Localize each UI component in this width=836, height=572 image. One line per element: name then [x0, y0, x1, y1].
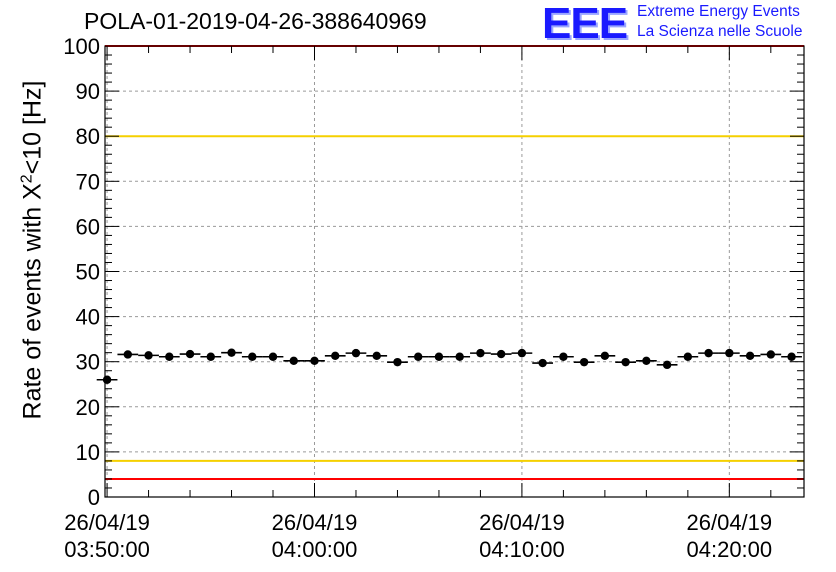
- data-point: [683, 352, 693, 361]
- data-point: [414, 352, 423, 361]
- data-point: [144, 351, 153, 360]
- data-point: [123, 350, 133, 359]
- data-point: [289, 356, 298, 365]
- x-tick-label-date: 26/04/19: [272, 510, 358, 535]
- data-point: [476, 348, 485, 358]
- y-tick-label: 60: [76, 214, 100, 239]
- data-point: [393, 357, 402, 367]
- data-point: [185, 349, 195, 359]
- data-point: [745, 351, 755, 361]
- data-point: [642, 356, 651, 365]
- y-tick-label: 80: [76, 124, 100, 149]
- y-tick-label: 40: [76, 305, 100, 330]
- logo-line-2: La Scienza nelle Scuole: [637, 23, 803, 40]
- data-point: [268, 352, 278, 361]
- data-point: [517, 348, 527, 358]
- y-tick-label: 90: [76, 79, 100, 104]
- logo-text: Extreme Energy Events La Scienza nelle S…: [637, 2, 802, 42]
- data-point: [662, 360, 672, 370]
- y-tick-label: 0: [88, 485, 100, 510]
- data-point: [351, 348, 361, 358]
- y-tick-label: 30: [76, 350, 100, 375]
- data-point: [538, 358, 547, 368]
- data-point: [559, 352, 568, 361]
- y-tick-label: 100: [63, 34, 100, 59]
- x-tick-label-date: 26/04/19: [479, 510, 565, 535]
- eee-logo: EEE: [542, 0, 628, 48]
- data-point: [725, 348, 734, 358]
- data-point: [227, 348, 236, 357]
- data-point: [787, 352, 796, 361]
- data-point: [621, 357, 630, 367]
- data-point: [310, 356, 319, 365]
- data-point: [331, 351, 340, 361]
- data-point: [372, 351, 381, 361]
- x-tick-label-time: 04:20:00: [687, 537, 773, 562]
- data-point: [248, 352, 257, 361]
- chart-title: POLA-01-2019-04-26-388640969: [84, 8, 427, 34]
- data-point: [704, 348, 713, 358]
- data-point: [766, 350, 776, 359]
- x-tick-label-date: 26/04/19: [687, 510, 773, 535]
- data-point: [600, 351, 610, 361]
- x-tick-label-date: 26/04/19: [64, 510, 150, 535]
- x-tick-label-time: 04:00:00: [272, 537, 358, 562]
- data-point: [206, 352, 215, 361]
- data-point: [455, 352, 464, 361]
- data-point: [496, 349, 506, 359]
- y-tick-label: 10: [76, 440, 100, 465]
- logo-line-1: Extreme Energy Events: [637, 3, 800, 20]
- y-tick-label: 20: [76, 395, 100, 420]
- data-point: [165, 352, 174, 361]
- data-point: [434, 352, 444, 361]
- x-tick-label-time: 03:50:00: [64, 537, 150, 562]
- data-point: [579, 357, 589, 367]
- data-point: [102, 375, 112, 384]
- y-tick-label: 70: [76, 169, 100, 194]
- x-tick-label-time: 04:10:00: [479, 537, 565, 562]
- y-tick-label: 50: [76, 260, 100, 285]
